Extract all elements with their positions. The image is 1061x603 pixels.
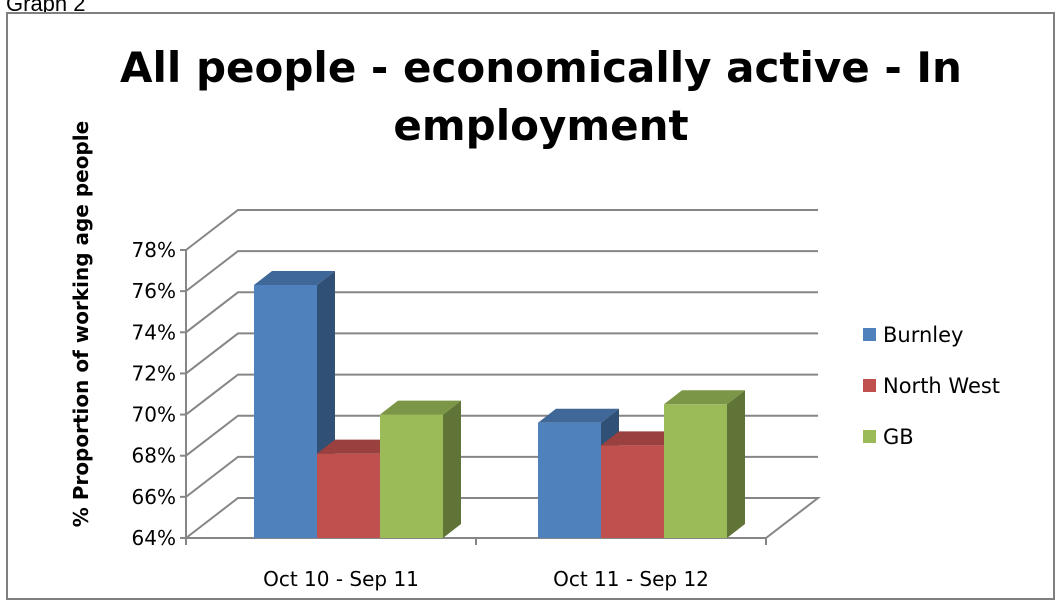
y-tick-labels: 64% 66% 68% 70% 72% 74% 76% 78% xyxy=(132,238,186,550)
gridline xyxy=(185,250,818,292)
gridline xyxy=(185,373,818,416)
gridline xyxy=(185,414,818,457)
y-tick-label: 72% xyxy=(132,361,176,385)
x-category-label: Oct 11 - Sep 12 xyxy=(553,567,709,591)
chart-title-line-1: All people - economically active - In xyxy=(120,43,962,92)
y-tick-label: 76% xyxy=(132,279,176,303)
legend-label: GB xyxy=(883,425,914,449)
bar-front xyxy=(538,422,601,538)
legend: Burnley North West GB xyxy=(863,323,1000,449)
legend-item-burnley: Burnley xyxy=(863,323,963,347)
bar-top xyxy=(317,439,398,454)
bar-gb-2 xyxy=(664,390,745,538)
chart-frame: All people - economically active - In em… xyxy=(6,12,1055,600)
legend-label: Burnley xyxy=(883,323,963,347)
chart-title: All people - economically active - In em… xyxy=(120,43,962,150)
gridline xyxy=(185,209,818,251)
bar-top xyxy=(664,390,745,405)
y-axis-label: % Proportion of working age people xyxy=(69,121,93,527)
bar-top xyxy=(380,400,461,415)
y-tick-label: 66% xyxy=(132,485,176,509)
bar-top xyxy=(601,431,682,446)
bar-layer xyxy=(254,270,745,538)
bar-top xyxy=(538,408,619,423)
y-tick-label: 70% xyxy=(132,403,176,427)
legend-swatch xyxy=(863,379,876,392)
legend-swatch xyxy=(863,430,876,443)
legend-item-gb: GB xyxy=(863,425,914,449)
x-category-label: Oct 10 - Sep 11 xyxy=(263,567,419,591)
legend-swatch xyxy=(863,328,876,341)
chart-svg: All people - economically active - In em… xyxy=(69,43,1000,591)
bar-front xyxy=(380,414,443,538)
y-tick-label: 68% xyxy=(132,444,176,468)
x-category-labels: Oct 10 - Sep 11 Oct 11 - Sep 12 xyxy=(263,567,709,591)
legend-label: North West xyxy=(883,374,1000,398)
bar-top xyxy=(254,270,335,285)
y-tick-label: 78% xyxy=(132,238,176,262)
bar-side xyxy=(727,390,745,538)
bar-burnley-1 xyxy=(254,270,335,538)
bar-side xyxy=(443,400,461,538)
y-tick-label: 74% xyxy=(132,320,176,344)
bar-front xyxy=(254,284,317,538)
bar-front xyxy=(601,445,664,538)
y-tick-label: 64% xyxy=(132,526,176,550)
bar-gb-1 xyxy=(380,400,461,538)
chart-title-line-2: employment xyxy=(393,101,688,150)
gridline xyxy=(185,291,818,334)
bar-front xyxy=(664,404,727,538)
legend-item-north-west: North West xyxy=(863,374,1000,398)
gridline xyxy=(185,332,818,375)
bar-front xyxy=(317,453,380,538)
